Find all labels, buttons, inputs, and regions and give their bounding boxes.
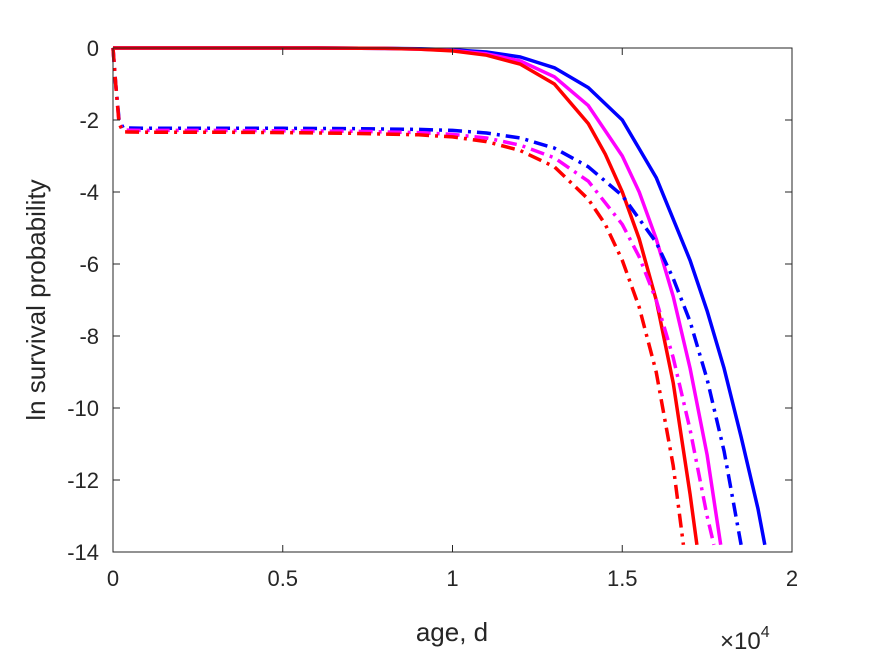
y-tick-label: -10 bbox=[67, 396, 99, 421]
y-tick-label: -8 bbox=[79, 324, 99, 349]
x-multiplier-base: ×10 bbox=[720, 628, 761, 655]
x-tick-label: 1.5 bbox=[607, 566, 638, 591]
x-multiplier: ×104 bbox=[720, 624, 770, 655]
x-multiplier-exponent: 4 bbox=[761, 624, 770, 641]
x-tick-label: 0 bbox=[107, 566, 119, 591]
series-line-6 bbox=[111, 47, 686, 546]
x-tick-label: 2 bbox=[786, 566, 798, 591]
y-tick-label: -12 bbox=[67, 468, 99, 493]
plot-area bbox=[113, 48, 792, 552]
y-tick-label: -6 bbox=[79, 252, 99, 277]
y-tick-label: -4 bbox=[79, 180, 99, 205]
y-tick-label: 0 bbox=[87, 36, 99, 61]
y-tick-label: -2 bbox=[79, 108, 99, 133]
y-axis-label: ln survival probability bbox=[21, 179, 51, 420]
x-axis-label: age, d bbox=[416, 617, 488, 647]
series-line-4 bbox=[111, 47, 743, 546]
tick-layer: 0 0.5 1 1.5 2 0 -2 -4 -6 -8 -10 -12 -14 bbox=[67, 36, 798, 591]
x-tick-label: 1 bbox=[446, 566, 458, 591]
series-line-5 bbox=[111, 47, 716, 546]
y-tick-label: -14 bbox=[67, 540, 99, 565]
x-tick-label: 0.5 bbox=[267, 566, 298, 591]
